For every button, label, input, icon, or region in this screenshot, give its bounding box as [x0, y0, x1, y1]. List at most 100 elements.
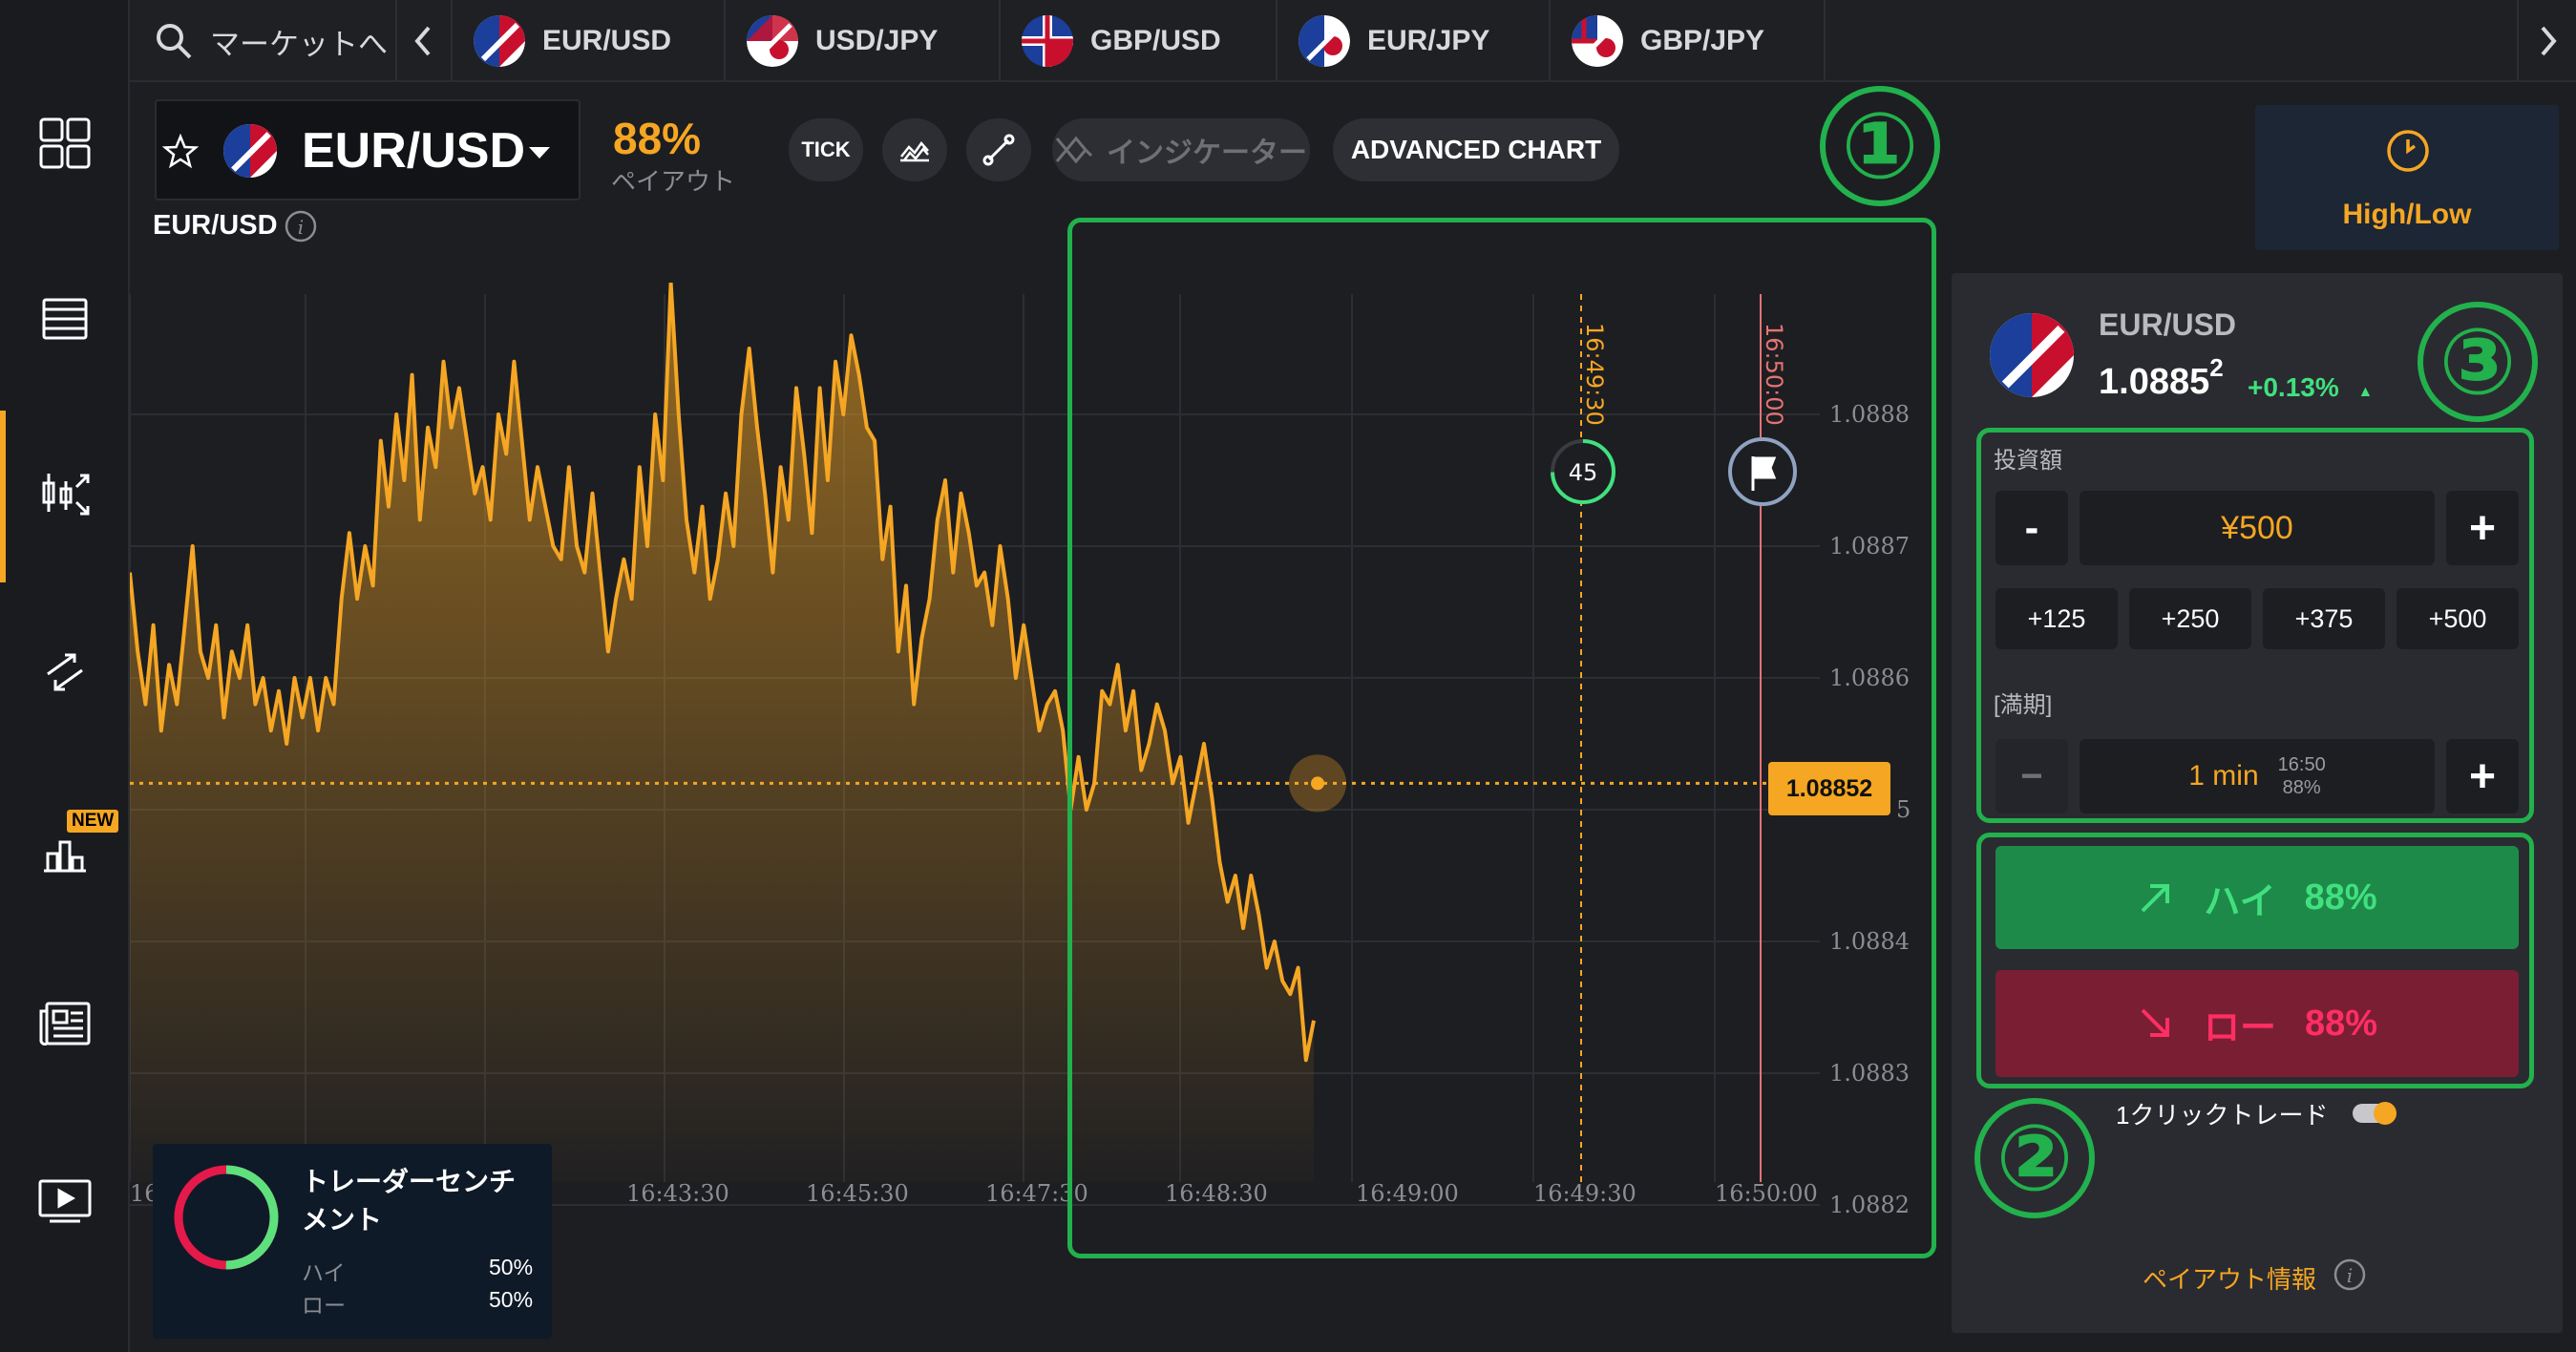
- arrow-up-right-icon: [2141, 884, 2170, 913]
- us-jp-flag-icon: [747, 15, 798, 67]
- advanced-chart-button[interactable]: ADVANCED CHART: [1333, 118, 1619, 181]
- preset-250-button[interactable]: +250: [2129, 588, 2251, 649]
- tabs-prev-arrow[interactable]: [397, 0, 453, 82]
- current-price-label: 1.08852: [1768, 762, 1890, 815]
- transfer-icon[interactable]: [34, 642, 95, 703]
- svg-text:i: i: [298, 216, 304, 239]
- amount-plus-button[interactable]: +: [2446, 491, 2519, 565]
- y-tick-label: 1.0882: [1829, 1192, 1910, 1218]
- info-icon[interactable]: i: [285, 210, 317, 243]
- low-button[interactable]: ロー 88%: [1995, 970, 2519, 1077]
- tab-label: EUR/JPY: [1367, 25, 1490, 56]
- left-sidebar: NEW: [0, 0, 130, 1352]
- annotation-box-1: [1067, 218, 1936, 1258]
- indicator-icon: [1055, 136, 1093, 164]
- eu-jp-flag-icon: [1299, 15, 1350, 67]
- y-tick-label: 1.0883: [1829, 1060, 1910, 1087]
- indicator-label: インジケーター: [1107, 137, 1307, 169]
- mode-label: High/Low: [2342, 199, 2472, 230]
- video-icon[interactable]: [34, 1171, 95, 1232]
- tab-label: EUR/USD: [542, 25, 672, 56]
- panel-price: 1.08852: [2099, 353, 2224, 403]
- payout-info-link[interactable]: ペイアウト情報: [2143, 1265, 2317, 1294]
- y-tick-label: 1.0887: [1829, 533, 1910, 560]
- caret-down-icon: [529, 147, 550, 158]
- timer-value: 45: [1569, 459, 1598, 486]
- price-line: [130, 283, 1316, 1063]
- market-search-label: マーケットへ: [210, 27, 388, 61]
- tab-label: GBP/USD: [1090, 25, 1221, 56]
- trader-sentiment-panel: トレーダーセンチメント ハイ 50% ロー 50%: [153, 1144, 552, 1339]
- y-tick-label: 1.0884: [1829, 928, 1910, 955]
- market-search-tab[interactable]: マーケットへ: [130, 0, 397, 82]
- list-icon[interactable]: [34, 288, 95, 349]
- expiry-value: 1 min: [2188, 760, 2259, 792]
- high-button[interactable]: ハイ 88%: [1995, 846, 2519, 949]
- entry-time-label: 16:49:30: [1581, 323, 1608, 426]
- tab-eur-jpy[interactable]: EUR/JPY: [1277, 0, 1551, 82]
- y-tick-label: 1.0886: [1829, 665, 1910, 691]
- tournament-icon[interactable]: NEW: [34, 810, 119, 880]
- tabs-next-arrow[interactable]: [2517, 0, 2576, 82]
- chevron-left-icon: [414, 26, 431, 56]
- tab-eur-usd[interactable]: EUR/USD: [453, 0, 726, 82]
- one-click-toggle[interactable]: [2353, 1102, 2397, 1125]
- price-change: +0.13% ▲: [2248, 372, 2373, 403]
- tick-chart-button[interactable]: TICK: [789, 118, 863, 181]
- toggle-knob: [2374, 1102, 2397, 1125]
- high-pct: 88%: [2304, 877, 2377, 918]
- expiry-detail: 16:50 88%: [2278, 753, 2326, 799]
- annotation-number-3: ③: [2418, 302, 2538, 422]
- timer-progress: [1551, 439, 1615, 504]
- chart-type-button[interactable]: [882, 118, 947, 181]
- preset-375-button[interactable]: +375: [2263, 588, 2385, 649]
- x-tick-label: 16:49:00: [1356, 1180, 1459, 1207]
- dashboard-icon[interactable]: [34, 113, 95, 174]
- star-icon[interactable]: [162, 134, 199, 170]
- preset-500-button[interactable]: +500: [2397, 588, 2519, 649]
- tab-gbp-usd[interactable]: GBP/USD: [1001, 0, 1277, 82]
- up-arrow-icon: ▲: [2357, 384, 2374, 400]
- news-icon[interactable]: [34, 993, 95, 1054]
- search-icon: [157, 24, 192, 59]
- indicator-button[interactable]: インジケーター: [1052, 118, 1310, 181]
- price-main: 1.0885: [2099, 362, 2210, 402]
- amount-minus-button[interactable]: -: [1995, 491, 2068, 565]
- preset-125-button[interactable]: +125: [1995, 588, 2118, 649]
- expiry-plus-button[interactable]: +: [2446, 739, 2519, 813]
- tab-label: USD/JPY: [815, 25, 939, 56]
- area-chart-icon: [900, 140, 929, 162]
- expiry-time: 16:50: [2277, 754, 2326, 775]
- tab-gbp-jpy[interactable]: GBP/JPY: [1551, 0, 1826, 82]
- sentiment-high-arc: [174, 1165, 279, 1270]
- tab-usd-jpy[interactable]: USD/JPY: [726, 0, 1001, 82]
- annotation-number-2: ②: [1974, 1098, 2095, 1218]
- sentiment-high-label: ハイ: [302, 1260, 346, 1285]
- chevron-right-icon: [2541, 26, 2557, 56]
- asset-title: EUR/USD: [302, 123, 526, 179]
- expiry-minus-button[interactable]: −: [1995, 739, 2068, 813]
- drawing-tool-button[interactable]: [966, 118, 1031, 181]
- x-tick-label: 16:48:30: [1165, 1180, 1268, 1207]
- info-icon[interactable]: i: [2333, 1258, 2366, 1291]
- high-low-mode-button[interactable]: High/Low: [2255, 105, 2559, 250]
- asset-selector[interactable]: EUR/USD: [155, 99, 581, 201]
- price-sup: 2: [2209, 353, 2224, 382]
- new-badge: NEW: [67, 810, 119, 833]
- annotation-box-2: [1976, 833, 2534, 1088]
- expiry-label: [満期]: [1994, 692, 2053, 718]
- chart-subtitle: EUR/USD: [153, 210, 278, 241]
- price-area-fill: [130, 283, 1314, 1182]
- trade-chart-icon[interactable]: [34, 464, 95, 525]
- trade-panel: EUR/USD 1.08852 +0.13% ▲ 投資額 - ¥500 + +1…: [1952, 273, 2563, 1333]
- expiry-selector[interactable]: 1 min 16:50 88%: [2080, 739, 2435, 813]
- sentiment-low-label: ロー: [302, 1293, 346, 1318]
- sentiment-low-pct: 50%: [489, 1287, 534, 1312]
- payout-label: ペイアウト: [611, 167, 736, 196]
- y-tick-label: 5: [1896, 796, 1911, 823]
- x-tick-label: 16:50:00: [1715, 1180, 1818, 1207]
- amount-input[interactable]: ¥500: [2080, 491, 2435, 565]
- low-pct: 88%: [2304, 1003, 2378, 1044]
- expiry-pct: 88%: [2282, 777, 2321, 798]
